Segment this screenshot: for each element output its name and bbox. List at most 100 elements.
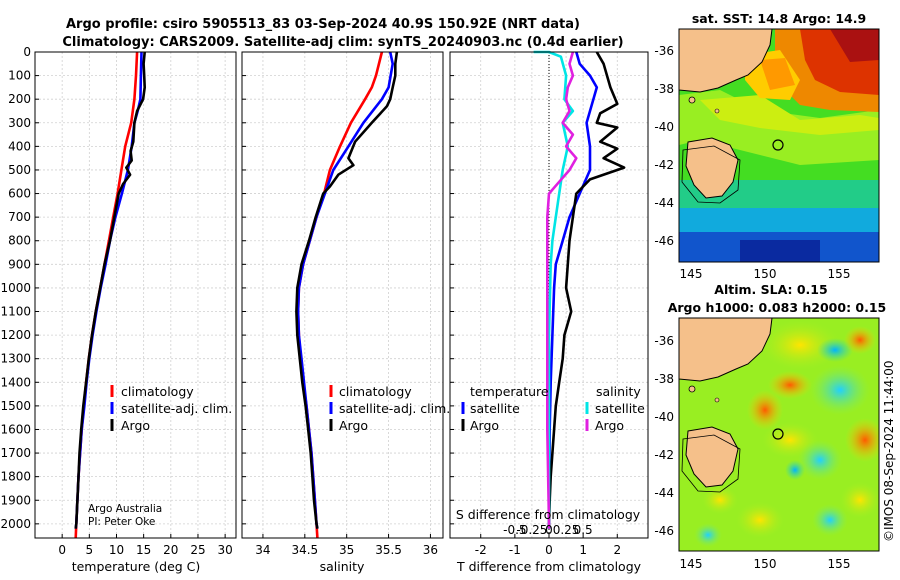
sst-map xyxy=(679,29,879,262)
x-tick-label: 35 xyxy=(339,543,354,557)
plot-area xyxy=(35,52,236,538)
y-tick-label: 600 xyxy=(8,187,31,201)
series-line-salinity-argo xyxy=(546,51,578,529)
sla-ytick: -46 xyxy=(654,524,674,538)
sla-map xyxy=(679,318,879,551)
y-tick-label: 1300 xyxy=(0,352,31,366)
x-tick-label: -1 xyxy=(509,543,521,557)
title-line-1: Argo profile: csiro 5905513_83 03-Sep-20… xyxy=(66,17,580,32)
legend-label-argo: Argo xyxy=(121,418,150,433)
y-tick-label: 1200 xyxy=(0,328,31,342)
sst-map-frame xyxy=(678,28,880,263)
sst-map-xticks: 145 150 155 xyxy=(680,267,851,281)
legend-label-sal-argo: Argo xyxy=(595,418,624,433)
x-tick-label: 1 xyxy=(579,543,587,557)
timestamp: ©IMOS 08-Sep-2024 11:44:00 xyxy=(882,360,896,542)
legend-label-satellite: satellite-adj. clim. xyxy=(121,401,232,416)
x-tick-label: 5 xyxy=(86,543,94,557)
sst-xtick: 150 xyxy=(754,267,777,281)
difference-xlabel: T difference from climatology xyxy=(456,559,642,574)
legend-title-salinity: salinity xyxy=(596,384,641,399)
annotation-argo-australia: Argo Australia xyxy=(88,503,162,515)
plot-frame xyxy=(34,51,237,539)
plot-frame xyxy=(241,51,444,539)
sla-ytick: -38 xyxy=(654,372,674,386)
difference-legend: temperature salinity satellite Argo sate… xyxy=(461,384,645,433)
sst-ytick: -38 xyxy=(654,82,674,96)
difference-panel: -2 -1 0 1 2-0.5-0.250 0.250.5 xyxy=(449,50,649,557)
series-line-argo xyxy=(74,51,146,529)
y-tick-label: 300 xyxy=(8,116,31,130)
y-tick-label: 1000 xyxy=(0,281,31,295)
x-tick-label: 35.5 xyxy=(375,543,402,557)
x-tick-label: 20 xyxy=(163,543,178,557)
sst-ytick: -42 xyxy=(654,158,674,172)
series-line-salinity-satellite xyxy=(533,50,575,529)
legend-label-climatology: climatology xyxy=(121,384,194,399)
y-tick-label: 900 xyxy=(8,257,31,271)
sla-xtick: 145 xyxy=(680,557,703,571)
y-tick-label: 1800 xyxy=(0,470,31,484)
legend-label-argo: Argo xyxy=(339,418,368,433)
y-tick-label: 1500 xyxy=(0,399,31,413)
x-tick-label: 0 xyxy=(545,543,553,557)
y-tick-label: 1400 xyxy=(0,375,31,389)
y-tick-label: 1100 xyxy=(0,305,31,319)
y-tick-label: 0 xyxy=(23,45,31,59)
sla-ytick: -40 xyxy=(654,410,674,424)
y-tick-label: 100 xyxy=(8,69,31,83)
x-tick-label: 15 xyxy=(136,543,151,557)
sla-map-title-1: Altim. SLA: 0.15 xyxy=(714,282,827,297)
y-tick-label: 1600 xyxy=(0,422,31,436)
sla-ytick: -44 xyxy=(654,486,674,500)
sla-xtick: 150 xyxy=(754,557,777,571)
x-tick-label: 25 xyxy=(190,543,205,557)
y-tick-label: 1700 xyxy=(0,446,31,460)
salinity-legend: climatology satellite-adj. clim. Argo xyxy=(329,384,450,433)
x-tick-label-top: 0.5 xyxy=(574,523,593,537)
sst-ytick: -36 xyxy=(654,44,674,58)
x-tick-label: 30 xyxy=(217,543,232,557)
temperature-legend: climatology satellite-adj. clim. Argo xyxy=(110,384,232,433)
legend-title-temperature: temperature xyxy=(470,384,549,399)
annotation-pi: PI: Peter Oke xyxy=(88,516,155,528)
sst-map-yticks: -36 -38 -40 -42 -44 -46 xyxy=(654,44,674,248)
y-tick-label: 2000 xyxy=(0,517,31,531)
x-tick-label-top: -0.5 xyxy=(503,523,526,537)
sst-map-title: sat. SST: 14.8 Argo: 14.9 xyxy=(692,11,866,26)
x-tick-label: 10 xyxy=(109,543,124,557)
sst-xtick: 155 xyxy=(828,267,851,281)
x-tick-label: 34 xyxy=(255,543,270,557)
x-tick-label: 34.5 xyxy=(291,543,318,557)
salinity-xlabel: salinity xyxy=(320,559,365,574)
plot-area xyxy=(242,52,443,538)
y-tick-label: 1900 xyxy=(0,493,31,507)
x-tick-label-top: -0.25 xyxy=(516,523,547,537)
sla-map-title-2: Argo h1000: 0.083 h2000: 0.15 xyxy=(668,300,887,315)
series-line-argo xyxy=(295,51,399,529)
y-tick-label: 500 xyxy=(8,163,31,177)
sst-xtick: 145 xyxy=(680,267,703,281)
salinity-panel: 34 34.5 35 35.5 36 xyxy=(241,51,444,557)
x-tick-label: 2 xyxy=(613,543,621,557)
legend-label-sal-satellite: satellite xyxy=(595,401,645,416)
series-line-temperature-argo xyxy=(547,51,626,529)
sst-ytick: -44 xyxy=(654,196,674,210)
legend-label-climatology: climatology xyxy=(339,384,412,399)
sla-map-yticks: -36 -38 -40 -42 -44 -46 xyxy=(654,334,674,538)
difference-xlabel-top: S difference from climatology xyxy=(456,507,641,522)
x-tick-label-top: 0 xyxy=(545,523,553,537)
temperature-panel: 0 5 10 15 20 25 300100200300400500600700800900… xyxy=(0,45,237,557)
legend-label-temp-satellite: satellite xyxy=(470,401,520,416)
y-tick-label: 200 xyxy=(8,92,31,106)
sst-ytick: -40 xyxy=(654,120,674,134)
sla-xtick: 155 xyxy=(828,557,851,571)
x-tick-label-top: 0.25 xyxy=(553,523,580,537)
sst-ytick: -46 xyxy=(654,234,674,248)
sla-map-xticks: 145 150 155 xyxy=(680,557,851,571)
temperature-xlabel: temperature (deg C) xyxy=(72,559,201,574)
sla-ytick: -42 xyxy=(654,448,674,462)
title-line-2: Climatology: CARS2009. Satellite-adj cli… xyxy=(62,35,623,50)
x-tick-label: -2 xyxy=(475,543,487,557)
